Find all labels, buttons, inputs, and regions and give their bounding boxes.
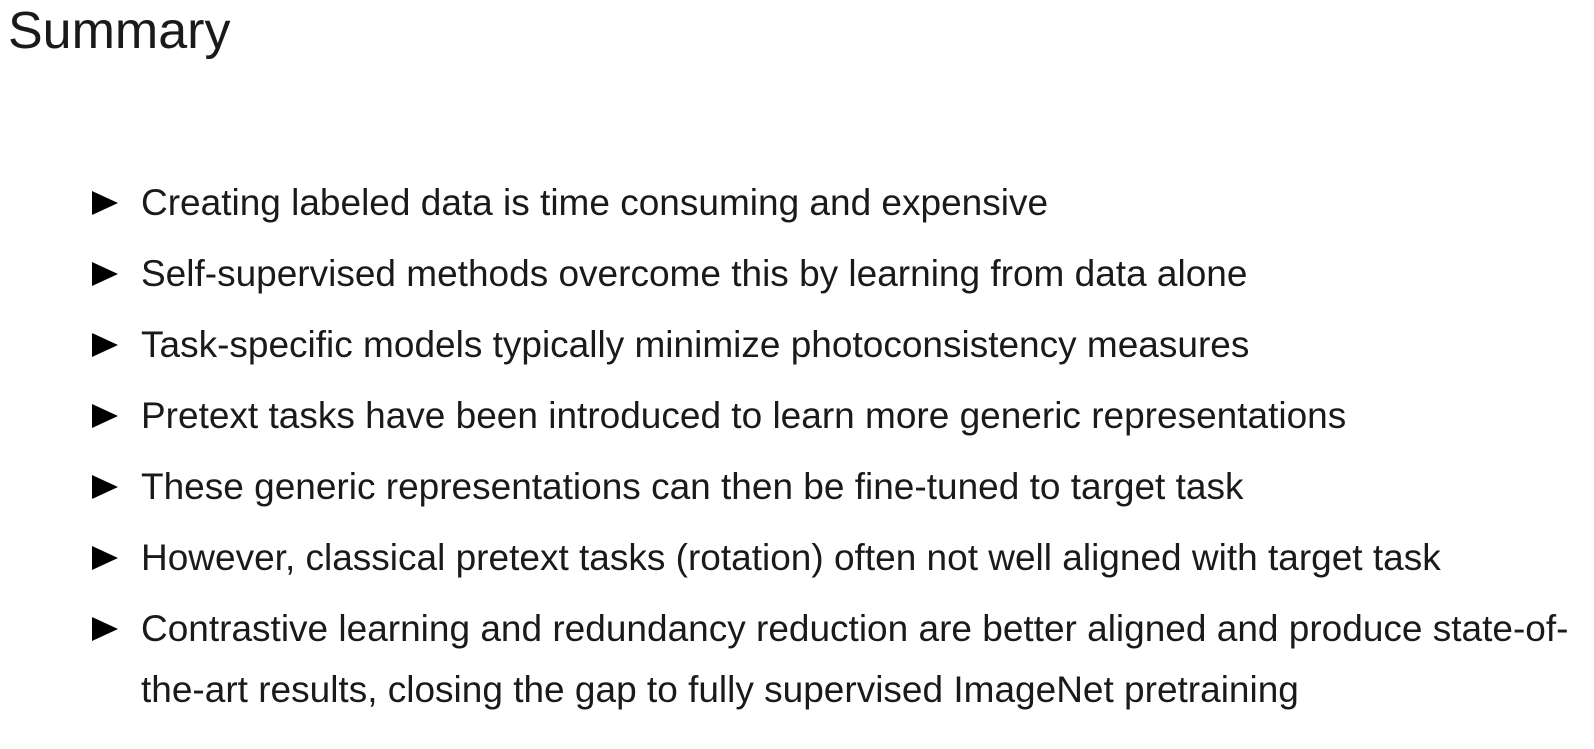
list-item: Creating labeled data is time consuming … [92,172,1582,233]
list-item-text: These generic representations can then b… [141,466,1244,507]
list-item: Pretext tasks have been introduced to le… [92,385,1582,446]
bullet-list: Creating labeled data is time consuming … [92,172,1582,720]
page-title: Summary [8,2,231,60]
triangle-right-icon [92,243,141,304]
list-item: These generic representations can then b… [92,456,1582,517]
list-item-text: Contrastive learning and redundancy redu… [141,608,1569,710]
list-item: However, classical pretext tasks (rotati… [92,527,1582,588]
list-item-text: Task-specific models typically minimize … [141,324,1250,365]
triangle-right-icon [92,314,141,375]
list-item-text: However, classical pretext tasks (rotati… [141,537,1441,578]
triangle-right-icon [92,527,141,588]
list-item: Contrastive learning and redundancy redu… [92,598,1582,720]
list-item-text: Creating labeled data is time consuming … [141,182,1049,223]
triangle-right-icon [92,598,141,659]
triangle-right-icon [92,385,141,446]
triangle-right-icon [92,172,141,233]
triangle-right-icon [92,456,141,517]
list-item: Task-specific models typically minimize … [92,314,1582,375]
list-item-text: Pretext tasks have been introduced to le… [141,395,1347,436]
list-item: Self-supervised methods overcome this by… [92,243,1582,304]
list-item-text: Self-supervised methods overcome this by… [141,253,1248,294]
